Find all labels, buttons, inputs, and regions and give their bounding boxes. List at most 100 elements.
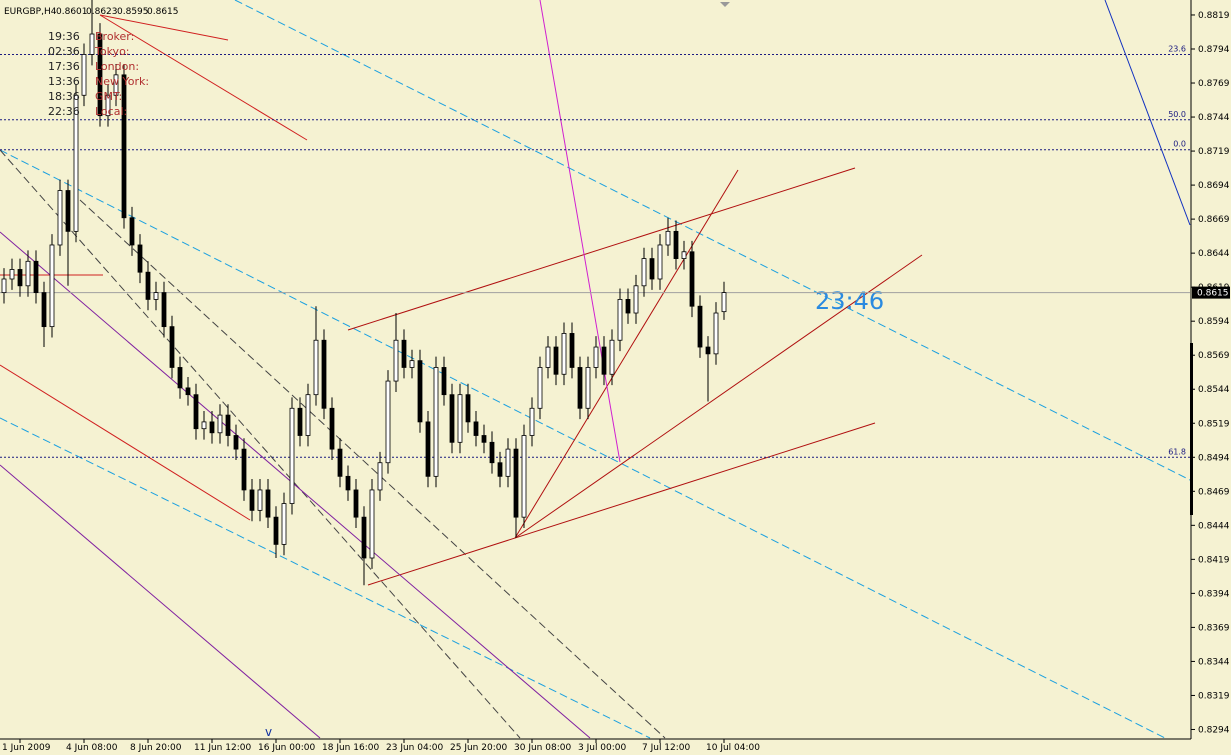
clock-label: Tokyo: bbox=[94, 45, 130, 58]
candle-body bbox=[473, 421, 479, 436]
candle-body bbox=[425, 421, 431, 477]
candle-body bbox=[465, 394, 471, 423]
candle-body bbox=[609, 339, 615, 375]
x-tick-label: 30 Jun 08:00 bbox=[514, 743, 571, 753]
candle-body bbox=[393, 339, 399, 382]
current-price-box bbox=[1192, 286, 1230, 299]
candle-body bbox=[721, 292, 727, 313]
candle-body bbox=[313, 339, 319, 396]
y-tick-label: 0.8344 bbox=[1198, 657, 1230, 667]
candle-body bbox=[281, 503, 287, 545]
trendlines bbox=[0, 0, 1191, 739]
candle-body bbox=[73, 94, 79, 232]
trendline bbox=[514, 254, 923, 539]
x-tick-label: 16 Jun 00:00 bbox=[258, 743, 315, 753]
clock-time: 18:36 bbox=[48, 90, 80, 103]
candle-body bbox=[569, 333, 575, 368]
header-high: 0.8623 bbox=[86, 7, 118, 17]
y-tick-label: 0.8644 bbox=[1198, 249, 1230, 259]
candle-body bbox=[41, 292, 47, 328]
candle-body bbox=[441, 367, 447, 396]
candle-body bbox=[489, 441, 495, 464]
y-tick-label: 0.8794 bbox=[1198, 45, 1230, 55]
trendline bbox=[539, 0, 621, 463]
bar-countdown: 23:46 bbox=[815, 287, 884, 315]
candle-body bbox=[537, 367, 543, 409]
candle-body bbox=[353, 489, 359, 518]
candle-body bbox=[257, 489, 263, 511]
candle-body bbox=[65, 190, 71, 232]
fib-level-label: 61.8 bbox=[1168, 447, 1186, 456]
candle-body bbox=[345, 475, 351, 491]
clock-time: 22:36 bbox=[48, 105, 80, 118]
candle-body bbox=[201, 421, 207, 430]
candle-body bbox=[689, 251, 695, 307]
trendline bbox=[99, 14, 229, 41]
candle-body bbox=[361, 516, 367, 559]
symbol-title: EURGBP,H4 bbox=[4, 7, 57, 17]
current-price-label: 0.8615 bbox=[1197, 289, 1229, 299]
candle-body bbox=[521, 435, 527, 518]
y-tick-label: 0.8769 bbox=[1198, 79, 1230, 89]
candle-body bbox=[641, 258, 647, 287]
candle-body bbox=[449, 394, 455, 443]
scroll-marker bbox=[720, 2, 730, 7]
y-tick-label: 0.8319 bbox=[1198, 691, 1230, 701]
marker: v bbox=[265, 725, 272, 739]
trendline bbox=[0, 149, 521, 739]
header-open: 0.8601 bbox=[56, 7, 88, 17]
clock-time: 19:36 bbox=[48, 30, 80, 43]
x-tick-label: 8 Jun 20:00 bbox=[130, 743, 182, 753]
y-tick-label: 0.8294 bbox=[1198, 725, 1230, 735]
x-tick-label: 25 Jun 20:00 bbox=[450, 743, 507, 753]
clock-time: 02:36 bbox=[48, 45, 80, 58]
candle-body bbox=[297, 407, 303, 436]
candle-body bbox=[305, 394, 311, 436]
candle-body bbox=[417, 360, 423, 423]
candle-body bbox=[137, 244, 143, 273]
clock-time: 17:36 bbox=[48, 60, 80, 73]
candle-body bbox=[633, 285, 639, 314]
x-tick-label: 7 Jul 12:00 bbox=[642, 743, 691, 753]
candle-body bbox=[665, 230, 671, 246]
y-tick-label: 0.8544 bbox=[1198, 385, 1230, 395]
candle-body bbox=[105, 94, 111, 117]
candle-body bbox=[233, 435, 239, 450]
candle-body bbox=[185, 387, 191, 396]
candle-body bbox=[457, 394, 463, 443]
candle-body bbox=[385, 380, 391, 464]
clock-label: London: bbox=[95, 60, 139, 73]
candle-body bbox=[433, 367, 439, 477]
candle-body bbox=[153, 292, 159, 300]
trendline bbox=[234, 0, 1191, 481]
candle-body bbox=[329, 407, 335, 450]
candle-body bbox=[673, 230, 679, 259]
candle-body bbox=[33, 260, 39, 294]
y-tick-label: 0.8519 bbox=[1198, 419, 1230, 429]
candle-body bbox=[217, 414, 223, 434]
x-tick-label: 3 Jul 00:00 bbox=[578, 743, 627, 753]
candle-body bbox=[401, 339, 407, 368]
fib-level-label: 23.6 bbox=[1168, 44, 1186, 53]
header-close: 0.8615 bbox=[147, 7, 179, 17]
candle-body bbox=[241, 448, 247, 491]
candle-body bbox=[25, 260, 31, 287]
candle-body bbox=[705, 346, 711, 355]
y-tick-label: 0.8819 bbox=[1198, 11, 1230, 21]
candle-body bbox=[625, 299, 631, 314]
candle-body bbox=[593, 346, 599, 368]
x-tick-label: 18 Jun 16:00 bbox=[322, 743, 379, 753]
volume-scroll bbox=[1190, 343, 1193, 515]
candle-body bbox=[97, 33, 103, 117]
fib-level-label: 0.0 bbox=[1173, 140, 1186, 149]
candle-body bbox=[505, 448, 511, 477]
candle-body bbox=[89, 33, 95, 55]
clock-label: GMT: bbox=[95, 90, 122, 103]
trendline bbox=[99, 14, 308, 141]
clock-time: 13:36 bbox=[48, 75, 80, 88]
candle-body bbox=[337, 448, 343, 477]
candle-body bbox=[193, 394, 199, 430]
y-tick-label: 0.8744 bbox=[1198, 113, 1230, 123]
